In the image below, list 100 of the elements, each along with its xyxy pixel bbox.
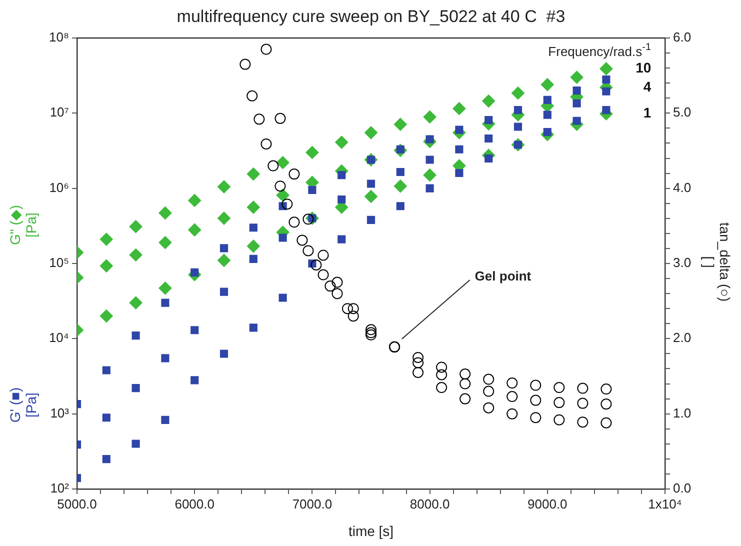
point [249,324,258,332]
point [218,254,230,267]
point [188,223,202,236]
point [188,194,202,207]
y2-tick-label: 5.0 [673,104,692,120]
point [100,310,113,323]
y2-tick-label: 3.0 [673,255,692,270]
chart-title: multifrequency cure sweep on BY_5022 at 40 C #3 [176,7,566,26]
point [129,296,142,310]
point [220,244,228,252]
point [423,110,436,124]
y-axis-title: G' (■) [Pa] [6,387,39,423]
point [220,288,228,296]
point [455,145,464,154]
x-tick-label: 6000.0 [174,496,214,512]
y-tick-label: 10⁷ [50,104,70,120]
point [158,206,172,220]
x-tick-label: 5000.0 [57,496,97,512]
point [246,240,260,253]
y-tick-label: 10³ [50,405,70,420]
point [455,126,464,134]
point [220,350,228,358]
point [602,106,610,114]
point [514,106,522,114]
point [218,212,230,225]
point [276,188,290,202]
point [102,366,110,374]
point [249,254,258,263]
point [572,86,581,95]
point [394,180,407,193]
point [394,118,407,131]
y-tick-label: 10⁵ [49,255,69,270]
point [338,195,346,204]
point [338,171,346,180]
point [482,94,496,108]
point [452,102,466,116]
point [572,116,581,125]
y-tick-label: 10⁸ [49,30,69,45]
text: 4 [643,78,652,94]
point [100,232,113,246]
point [570,70,584,84]
point [132,440,140,448]
point [276,156,290,170]
point [158,282,172,295]
y2-tick-label: 1.0 [673,405,692,420]
point [602,87,610,96]
y-tick-label: 10⁶ [49,180,69,195]
point [218,180,230,194]
y2-axis-title: tan_delta (○) [ ] [701,222,734,302]
x-tick-label: 9000.0 [528,496,568,512]
y2-tick-label: 6.0 [673,30,692,45]
point [543,110,552,119]
point [102,455,110,464]
point [602,76,610,84]
point [249,224,258,232]
point [338,235,346,244]
y-tick-label: 10⁴ [48,330,69,346]
point [129,220,142,234]
point [366,180,376,188]
point [132,384,140,392]
x-axis-title: time [s] [348,523,394,539]
point [308,186,316,194]
point [426,156,434,164]
point [514,122,522,131]
point [543,96,552,104]
point [455,168,464,178]
point [100,259,113,272]
point [484,116,493,124]
point [484,134,493,143]
text: G" (◆) [Pa] [6,204,39,246]
point [158,236,172,250]
point [278,294,287,302]
text: 1 [643,104,652,121]
point [512,86,524,100]
y2-tick-label: 0.0 [673,480,692,496]
point [600,62,613,76]
x-tick-label: 1x10⁴ [648,496,682,512]
x-tick-label: 8000.0 [410,496,450,512]
point [540,78,554,92]
point [364,126,378,140]
series-label: 10 [636,60,652,76]
point [396,202,404,210]
y-tick-label: 10² [50,480,70,496]
y2-tick-label: 2.0 [673,330,692,346]
point [161,298,170,307]
point [364,190,378,203]
point [129,248,142,262]
point [366,216,376,224]
point [132,332,140,340]
y2-tick-label: 4.0 [673,180,692,195]
point [396,168,404,176]
point [161,354,170,362]
point [190,326,199,334]
point [335,136,348,149]
point [278,234,287,242]
point [102,414,110,422]
point [161,416,170,424]
point [572,99,581,108]
point [246,200,260,214]
annotation: Gel point [474,268,532,284]
